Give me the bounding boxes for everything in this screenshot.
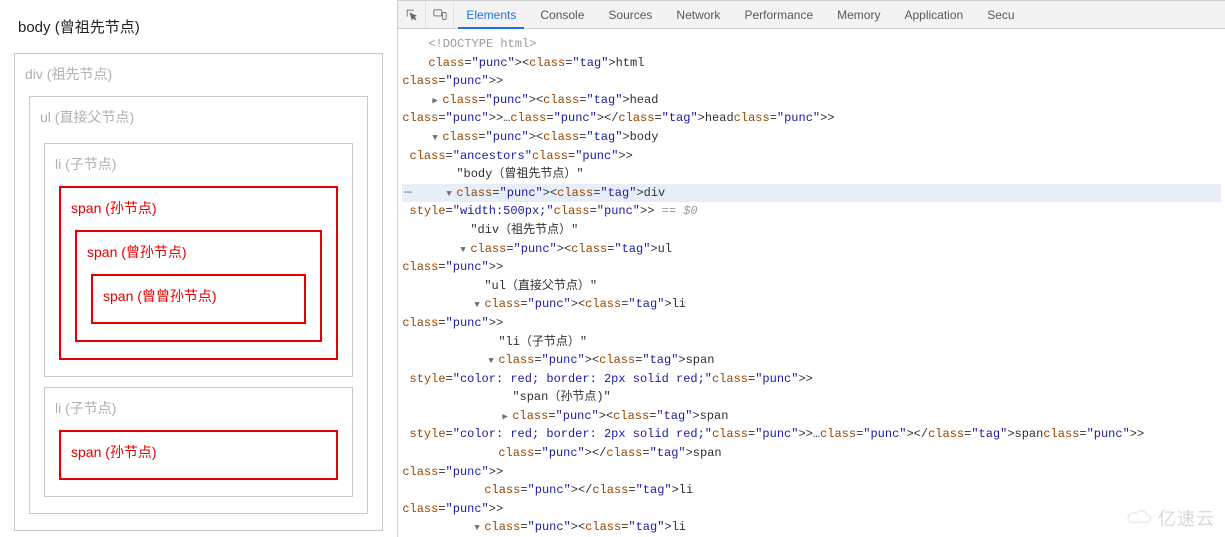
- span3-label: span (曾曾孙节点): [101, 282, 296, 312]
- dom-tree[interactable]: <!DOCTYPE html>class="punc"><class="tag"…: [398, 29, 1225, 537]
- tab-network[interactable]: Network: [664, 1, 732, 28]
- devtools-panel: Elements Console Sources Network Perform…: [397, 0, 1225, 537]
- device-toggle-icon[interactable]: [426, 1, 454, 29]
- div-box: div (祖先节点) ul (直接父节点) li (子节点) span (孙节点…: [14, 53, 383, 531]
- rendered-page-pane: body (曾祖先节点) div (祖先节点) ul (直接父节点) li (子…: [0, 0, 397, 537]
- tab-sources[interactable]: Sources: [596, 1, 664, 28]
- devtools-tabs: Elements Console Sources Network Perform…: [454, 1, 1026, 28]
- span1-label: span (孙节点): [69, 194, 328, 224]
- watermark-text: 亿速云: [1158, 505, 1215, 531]
- tab-console[interactable]: Console: [528, 1, 596, 28]
- div-label: div (祖先节点): [23, 60, 374, 90]
- li2-box: li (子节点) span (孙节点): [44, 387, 353, 497]
- li1-label: li (子节点): [53, 150, 344, 180]
- body-label: body (曾祖先节点): [8, 10, 389, 47]
- span4-label: span (孙节点): [69, 438, 328, 468]
- span4-box: span (孙节点): [59, 430, 338, 480]
- li1-box: li (子节点) span (孙节点) span (曾孙节点) span (曾曾…: [44, 143, 353, 377]
- watermark: 亿速云: [1126, 505, 1215, 531]
- ul-label: ul (直接父节点): [38, 103, 359, 133]
- ul-box: ul (直接父节点) li (子节点) span (孙节点) span (曾孙节…: [29, 96, 368, 514]
- li2-label: li (子节点): [53, 394, 344, 424]
- tab-application[interactable]: Application: [892, 1, 975, 28]
- devtools-toolbar: Elements Console Sources Network Perform…: [398, 1, 1225, 29]
- span3-box: span (曾曾孙节点): [91, 274, 306, 324]
- span2-label: span (曾孙节点): [85, 238, 312, 268]
- inspect-icon[interactable]: [398, 1, 426, 29]
- tab-elements[interactable]: Elements: [454, 1, 528, 28]
- tab-security-cut[interactable]: Secu: [975, 1, 1026, 28]
- span2-box: span (曾孙节点) span (曾曾孙节点): [75, 230, 322, 342]
- span1-box: span (孙节点) span (曾孙节点) span (曾曾孙节点): [59, 186, 338, 360]
- tab-performance[interactable]: Performance: [732, 1, 825, 28]
- tab-memory[interactable]: Memory: [825, 1, 892, 28]
